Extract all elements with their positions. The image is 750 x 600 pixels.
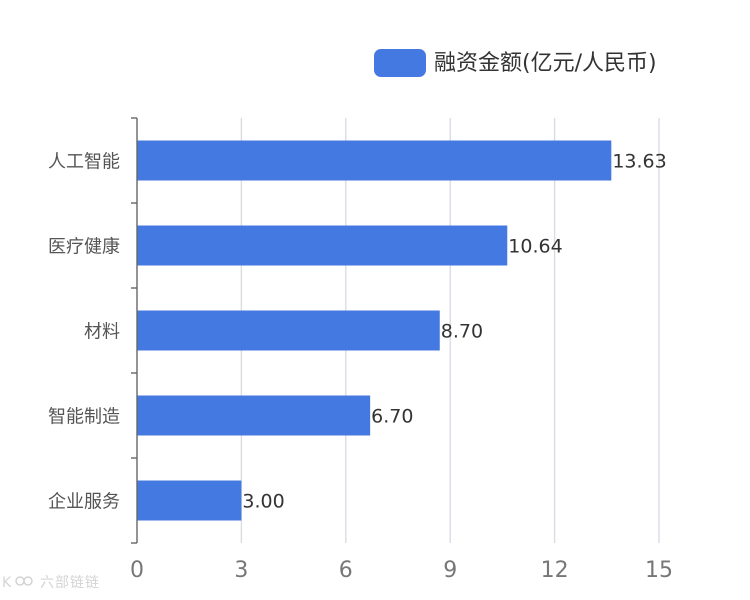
x-tick-label: 3: [234, 558, 248, 583]
data-label: 3.00: [242, 491, 284, 513]
bar: [137, 395, 371, 436]
x-tick-label: 12: [541, 558, 569, 583]
grid-lines: [240, 118, 660, 543]
data-label: 13.63: [612, 151, 666, 173]
watermark-text: 六部链链: [40, 575, 100, 591]
x-tick-label: 0: [130, 558, 144, 583]
data-label: 6.70: [371, 406, 413, 428]
legend-swatch: [374, 49, 426, 77]
legend: 融资金额(亿元/人民币): [374, 49, 657, 77]
bars: [137, 140, 612, 521]
bar: [137, 225, 508, 266]
category-label: 智能制造: [48, 407, 120, 428]
x-tick-label: 6: [339, 558, 353, 583]
labels: 0 3 6 9 12 15 人工智能 13.63 医疗健康 10.64 材料 8.70 智能制造 6.70…: [48, 151, 673, 584]
axes: [131, 117, 138, 544]
watermark-logo: K: [2, 575, 33, 591]
legend-label: 融资金额(亿元/人民币): [434, 51, 657, 76]
svg-text:K: K: [2, 575, 12, 591]
bar: [137, 310, 440, 351]
x-tick-label: 15: [645, 558, 673, 583]
category-label: 医疗健康: [48, 237, 120, 258]
data-label: 10.64: [508, 236, 562, 258]
data-label: 8.70: [441, 321, 483, 343]
bar: [137, 480, 242, 521]
category-label: 材料: [84, 322, 120, 343]
x-tick-label: 9: [443, 558, 457, 583]
category-label: 人工智能: [48, 152, 120, 173]
bar: [137, 140, 612, 181]
category-label: 企业服务: [48, 492, 120, 513]
